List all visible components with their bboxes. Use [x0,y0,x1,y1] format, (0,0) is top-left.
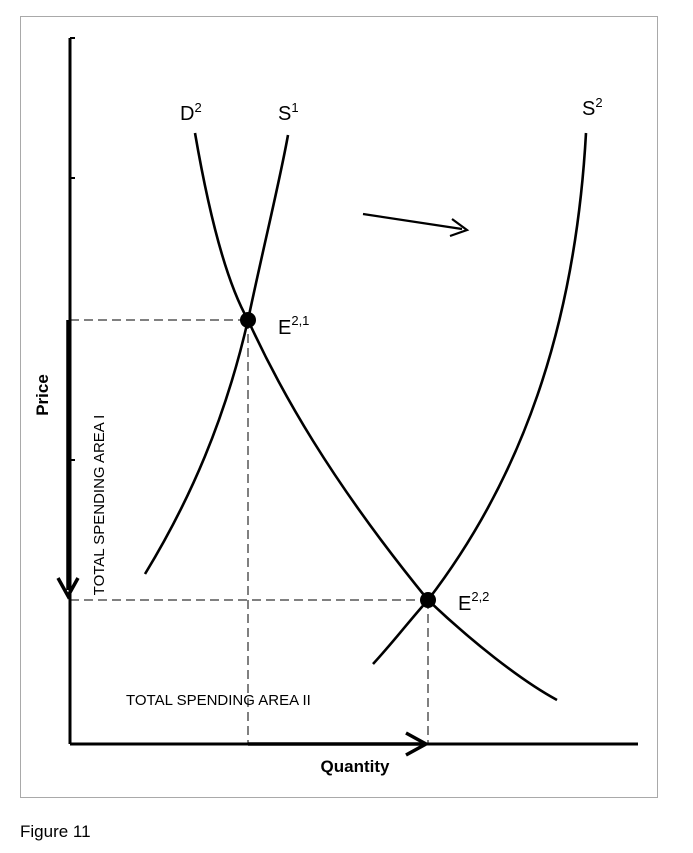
total-spending-area-2-label: TOTAL SPENDING AREA II [126,692,311,709]
supply-2-curve-label: S2 [582,95,603,120]
figure-frame [20,16,658,798]
equilibrium-point-e21 [240,312,256,328]
demand-curve-d2 [193,132,558,702]
dashed-guides [70,319,429,744]
supply-curve-s2 [372,132,588,665]
supply-1-curve-label: S1 [278,100,299,125]
point-label-e22: E2,2 [458,589,489,615]
demand-curve-label: D2 [180,100,202,125]
equilibrium-point-e22 [420,592,436,608]
total-spending-area-1-label: TOTAL SPENDING AREA I [91,415,108,596]
quantity-right-arrow [248,731,430,757]
point-label-e21: E2,1 [278,313,309,339]
y-axis [68,37,75,744]
x-axis-label: Quantity [321,757,390,776]
supply-curve-s1 [143,134,290,575]
figure-caption: Figure 11 [20,822,91,841]
price-down-arrow [56,320,80,600]
y-axis-label: Price [33,374,52,416]
supply-shift-arrow [362,212,470,238]
